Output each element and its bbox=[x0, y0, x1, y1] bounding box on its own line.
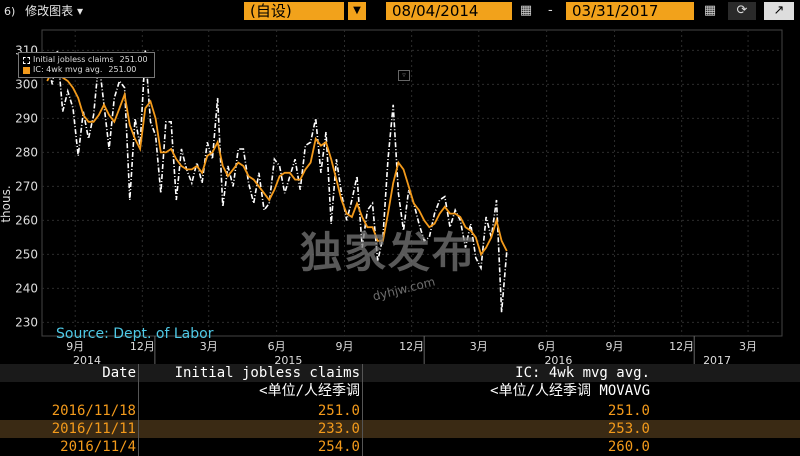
x-tick-label: 9月 bbox=[606, 340, 624, 353]
x-tick-label: 3月 bbox=[470, 340, 488, 353]
legend-label: Initial jobless claims bbox=[33, 55, 114, 64]
data-table: Date Initial jobless claims IC: 4wk mvg … bbox=[0, 364, 800, 456]
export-icon[interactable]: ↗ bbox=[764, 2, 794, 20]
y-tick-label: 280 bbox=[15, 145, 38, 159]
x-tick-label: 3月 bbox=[200, 340, 218, 353]
cell-avg: 251.0 bbox=[607, 403, 650, 419]
x-tick-label: 9月 bbox=[66, 340, 84, 353]
cell-date: 2016/11/11 bbox=[51, 421, 136, 437]
legend-item: Initial jobless claims 251.00 bbox=[23, 55, 148, 65]
watermark: 独家发布 bbox=[300, 228, 477, 277]
header-date: Date bbox=[102, 365, 136, 381]
period-preset-select[interactable]: (自设) bbox=[244, 2, 344, 20]
cell-date: 2016/11/4 bbox=[60, 439, 136, 455]
legend-label: IC: 4wk mvg avg. bbox=[33, 65, 103, 74]
cell-date: 2016/11/18 bbox=[51, 403, 136, 419]
y-tick-label: 250 bbox=[15, 247, 38, 261]
x-tick-label: 12月 bbox=[399, 340, 424, 353]
calendar-icon[interactable]: ▦ bbox=[519, 3, 533, 18]
y-tick-label: 240 bbox=[15, 281, 38, 295]
end-date-input[interactable]: 03/31/2017 bbox=[566, 2, 694, 20]
chevron-down-icon: ▾ bbox=[76, 4, 83, 18]
chart-area: 230 240 250 260 270 280 290 300 310 9月 12月 3月 6月 9月 1… bbox=[0, 24, 800, 367]
collapse-legend-icon[interactable]: ▿ bbox=[398, 70, 410, 81]
x-year-label: 2015 bbox=[274, 354, 302, 364]
header-avg-unit: <单位/人经季调 MOVAVG bbox=[490, 383, 650, 399]
x-tick-label: 12月 bbox=[130, 340, 155, 353]
column-divider bbox=[138, 364, 139, 456]
y-tick-label: 290 bbox=[15, 111, 38, 125]
x-year-label: 2016 bbox=[544, 354, 572, 364]
x-tick-label: 6月 bbox=[268, 340, 286, 353]
table-header-row: Date Initial jobless claims IC: 4wk mvg … bbox=[0, 364, 800, 382]
source-note: Source: Dept. of Labor bbox=[56, 326, 214, 342]
legend-value: 251.00 bbox=[108, 65, 137, 74]
y-tick-label: 230 bbox=[15, 315, 38, 329]
x-year-label: 2014 bbox=[73, 354, 101, 364]
x-tick-label: 12月 bbox=[669, 340, 694, 353]
x-tick-label: 6月 bbox=[538, 340, 556, 353]
series-line-4wk-avg bbox=[46, 69, 508, 257]
date-range-dash: - bbox=[548, 3, 553, 18]
chevron-down-icon[interactable]: ▼ bbox=[348, 2, 366, 20]
y-tick-label: 300 bbox=[15, 77, 38, 91]
y-tick-label: 270 bbox=[15, 179, 38, 193]
table-header-row: <单位/人经季调 <单位/人经季调 MOVAVG bbox=[0, 382, 800, 400]
menu-number: 6) bbox=[4, 5, 16, 18]
x-year-label: 2017 bbox=[703, 354, 731, 364]
column-divider bbox=[362, 364, 363, 456]
series-line-initial-claims bbox=[46, 50, 508, 313]
cell-claims: 254.0 bbox=[317, 439, 360, 455]
legend-swatch-icon bbox=[23, 66, 30, 74]
header-claims: Initial jobless claims bbox=[174, 365, 360, 381]
header-avg: IC: 4wk mvg avg. bbox=[515, 365, 650, 381]
y-axis-label: thous. bbox=[0, 185, 13, 222]
legend-swatch-icon bbox=[23, 56, 30, 64]
calendar-icon[interactable]: ▦ bbox=[703, 3, 717, 18]
cell-claims: 233.0 bbox=[317, 421, 360, 437]
table-row[interactable]: 2016/11/11 233.0 253.0 bbox=[0, 420, 800, 438]
start-date-input[interactable]: 08/04/2014 bbox=[386, 2, 512, 20]
cell-avg: 260.0 bbox=[607, 439, 650, 455]
refresh-icon[interactable]: ⟳ bbox=[728, 2, 756, 20]
x-tick-label: 9月 bbox=[335, 340, 353, 353]
menu-label: 修改图表 bbox=[25, 4, 74, 18]
cell-claims: 251.0 bbox=[317, 403, 360, 419]
table-row[interactable]: 2016/11/18 251.0 251.0 bbox=[0, 402, 800, 420]
x-tick-label: 3月 bbox=[739, 340, 757, 353]
legend-value: 251.00 bbox=[119, 55, 148, 64]
legend: Initial jobless claims 251.00 IC: 4wk mv… bbox=[18, 52, 155, 78]
toolbar: 6) 修改图表 ▾ (自设) ▼ 08/04/2014 ▦ - 03/31/20… bbox=[0, 0, 800, 24]
header-claims-unit: <单位/人经季调 bbox=[259, 383, 360, 399]
cell-avg: 253.0 bbox=[607, 421, 650, 437]
chart-menu[interactable]: 6) 修改图表 ▾ bbox=[4, 2, 83, 19]
y-tick-label: 260 bbox=[15, 213, 38, 227]
legend-item: IC: 4wk mvg avg. 251.00 bbox=[23, 65, 148, 75]
table-row[interactable]: 2016/11/4 254.0 260.0 bbox=[0, 438, 800, 456]
